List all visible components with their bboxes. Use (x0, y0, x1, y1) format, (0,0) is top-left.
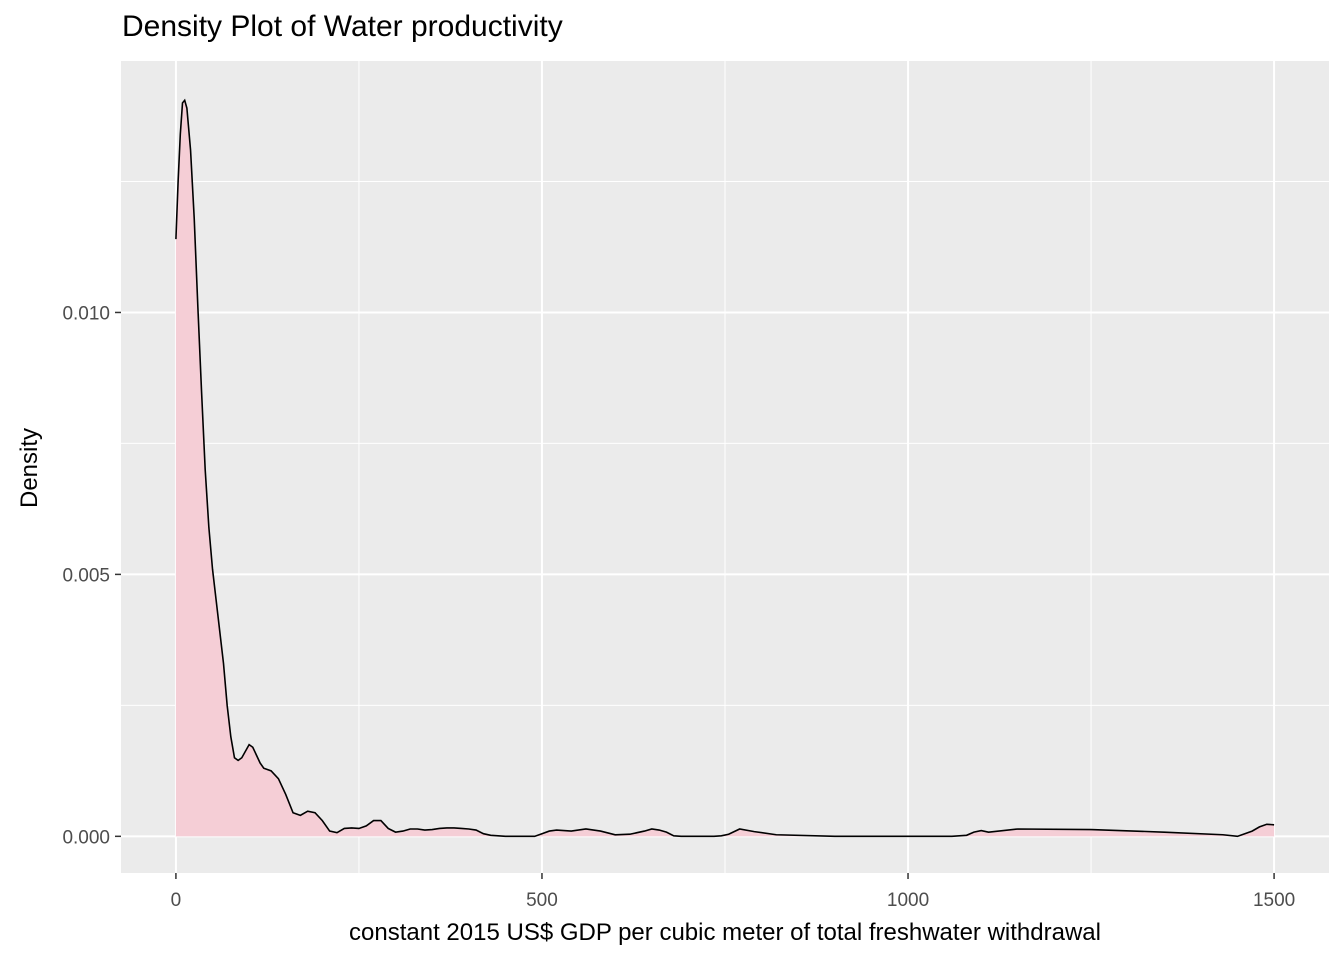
y-axis-ticks: 0.000 0.005 0.010 (62, 303, 121, 848)
y-tick-label: 0.000 (62, 827, 110, 848)
density-line (175, 98, 1275, 838)
y-tick-label: 0.010 (62, 303, 110, 324)
minor-gridlines (121, 61, 1329, 873)
y-tick-label: 0.005 (62, 565, 110, 586)
x-axis-title: constant 2015 US$ GDP per cubic meter of… (349, 919, 1101, 946)
x-tick-label: 0 (171, 890, 182, 911)
x-axis-ticks: 0 500 1000 1500 (171, 873, 1295, 911)
y-axis-title: Density (16, 428, 43, 508)
chart-title: Density Plot of Water productivity (122, 10, 563, 43)
x-tick-label: 500 (526, 890, 558, 911)
x-tick-label: 1500 (1253, 890, 1295, 911)
x-tick-label: 1000 (887, 890, 929, 911)
